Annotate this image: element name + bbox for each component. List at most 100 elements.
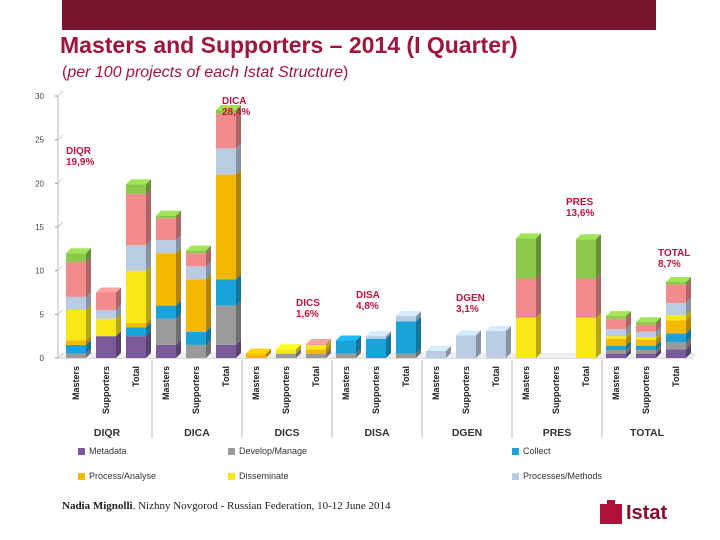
legend-swatch <box>512 473 519 480</box>
bar-segment <box>396 316 416 322</box>
bar-segment <box>276 353 296 358</box>
bar-segment-side <box>236 339 241 358</box>
bar-segment <box>606 338 626 346</box>
bar-top-face <box>216 104 241 110</box>
bar-segment <box>186 344 206 358</box>
annotation-name: DICA <box>222 96 246 107</box>
bar-segment-side <box>116 287 121 310</box>
bar-segment-side <box>686 337 691 350</box>
bar-segment <box>306 344 326 350</box>
stacked-bar-chart: 0 5 10 15 20 25 30 Masters Supporters Total Master… <box>35 90 698 481</box>
bar-segment <box>606 336 626 339</box>
bar-segment <box>636 324 656 332</box>
bar-segment-side <box>656 345 661 354</box>
bar-segment-side <box>86 335 91 345</box>
legend-label: Collect <box>523 446 551 456</box>
bar-segment-side <box>626 311 631 319</box>
bar-top-face <box>486 325 511 331</box>
bar-segment <box>606 316 626 319</box>
bar-top-face <box>246 348 271 354</box>
bar-segment <box>456 335 476 358</box>
bar-segment <box>306 349 326 354</box>
bar-top-face <box>456 330 481 336</box>
bar-segment <box>606 350 626 354</box>
bar-segment <box>156 240 176 254</box>
bar-segment <box>96 292 116 310</box>
page-subtitle: (per 100 projects of each Istat Structur… <box>62 64 348 82</box>
bar-segment-side <box>176 248 181 306</box>
bar-segment <box>216 113 236 149</box>
bar-segment <box>336 353 356 358</box>
legend-label: Disseminate <box>239 471 289 481</box>
bar-segment <box>96 336 116 358</box>
bar-segment-side <box>86 291 91 310</box>
bar-top-face <box>126 179 151 185</box>
bar-segment-side <box>86 339 91 354</box>
group-label: TOTAL <box>630 427 665 439</box>
bar-segment-side <box>116 313 121 337</box>
bar-segment <box>216 148 236 175</box>
bar-segment <box>156 215 176 219</box>
bar-segment-side <box>236 169 241 280</box>
bar-segment-side <box>596 312 601 358</box>
bar-label: Supporters <box>371 366 381 414</box>
bar-top-face <box>96 287 121 293</box>
bar-segment <box>366 338 386 358</box>
bar-segment <box>66 261 86 297</box>
legend-swatch <box>228 473 235 480</box>
bar-segment <box>636 331 656 338</box>
group-label: DISA <box>364 427 390 439</box>
bar-segment-side <box>416 316 421 354</box>
annotation-value: 3,1% <box>456 304 479 315</box>
bar-segment-side <box>296 344 301 354</box>
page-title: Masters and Supporters – 2014 (I Quarter… <box>60 32 518 58</box>
bar-segment-side <box>146 179 151 194</box>
annotation-name: DIQR <box>66 146 92 157</box>
bar-segment-side <box>356 335 361 354</box>
group-label: DIQR <box>94 427 121 439</box>
bar-segment-side <box>386 331 391 339</box>
bar-segment <box>126 327 146 337</box>
y-tick-depth-line <box>57 265 64 272</box>
bar-label: Supporters <box>551 366 561 414</box>
bar-label: Total <box>311 366 321 387</box>
y-tick-label: 25 <box>35 136 44 145</box>
bar-segment <box>186 253 206 267</box>
bar-segment <box>216 344 236 358</box>
bar-label: Supporters <box>281 366 291 414</box>
bar-label: Total <box>671 366 681 387</box>
bar-segment-side <box>686 310 691 321</box>
bar-segment-side <box>146 331 151 358</box>
bar-segment-side <box>626 348 631 358</box>
annotation-name: DISA <box>356 290 380 301</box>
bar-segment <box>66 309 86 341</box>
istat-logo: Istat <box>600 500 710 528</box>
bar-segment-side <box>176 210 181 219</box>
bar-segment-side <box>626 331 631 339</box>
header-bar <box>62 0 656 30</box>
bar-segment <box>666 349 686 358</box>
bar-segment-side <box>476 330 481 358</box>
bar-top-face <box>636 317 661 323</box>
bar-top-face <box>156 210 181 216</box>
bar-segment-side <box>656 340 661 351</box>
bar-segment-side <box>446 346 451 358</box>
bar-segment <box>426 351 446 358</box>
y-tick-label: 30 <box>35 92 44 101</box>
bar-segment-side <box>686 315 691 334</box>
bar-segment-side <box>176 339 181 358</box>
bar-top-face <box>576 234 601 240</box>
bar-segment-side <box>326 339 331 345</box>
y-tick-depth-line <box>57 177 64 184</box>
annotation-value: 28,4% <box>222 107 250 118</box>
bar-segment-side <box>236 143 241 175</box>
bar-segment-side <box>416 311 421 322</box>
bar-segment-side <box>86 256 91 297</box>
legend-swatch <box>78 448 85 455</box>
bar-segment <box>636 353 656 358</box>
annotation-value: 8,7% <box>658 259 681 270</box>
bar-segment-side <box>626 345 631 354</box>
bar-segment-side <box>596 234 601 279</box>
bar-label: Total <box>581 366 591 387</box>
bar-segment-side <box>596 273 601 318</box>
